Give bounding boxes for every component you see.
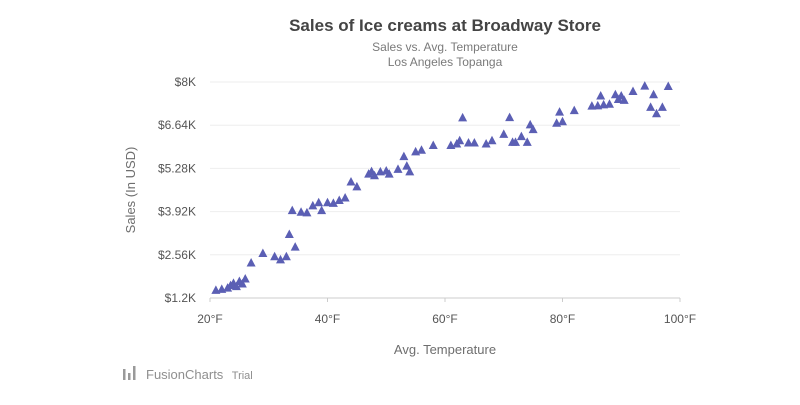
data-point[interactable] (558, 116, 567, 126)
data-point[interactable] (296, 207, 306, 216)
fusioncharts-logo-icon (123, 366, 136, 380)
data-point[interactable] (663, 81, 673, 90)
data-point[interactable] (287, 205, 297, 215)
x-axis-title: Avg. Temperature (394, 342, 496, 357)
y-tick-label: $8K (175, 75, 196, 89)
data-point[interactable] (276, 254, 285, 264)
data-point[interactable] (640, 81, 650, 90)
data-point[interactable] (628, 86, 638, 96)
fusioncharts-credit[interactable]: FusionCharts Trial (123, 366, 253, 383)
x-tick-label: 80°F (550, 312, 575, 326)
x-tick-label: 20°F (197, 312, 222, 326)
y-axis-ticks: $1.2K $2.56K $3.92K $5.28K $6.64K $8K (158, 75, 196, 305)
data-point[interactable] (281, 251, 291, 261)
y-axis-title: Sales (In USD) (123, 147, 138, 234)
data-point[interactable] (314, 197, 324, 207)
data-point[interactable] (505, 112, 515, 122)
data-point[interactable] (516, 131, 526, 141)
data-point[interactable] (340, 192, 350, 202)
data-point[interactable] (652, 108, 661, 118)
data-point[interactable] (352, 181, 362, 191)
data-point[interactable] (619, 95, 629, 104)
x-tick-label: 60°F (432, 312, 457, 326)
x-tick-label: 40°F (315, 312, 340, 326)
data-point[interactable] (317, 205, 327, 215)
y-tick-label: $1.2K (165, 291, 196, 305)
x-tick-label: 100°F (664, 312, 696, 326)
data-point[interactable] (270, 251, 280, 261)
data-point[interactable] (240, 273, 250, 283)
credit-suffix: Trial (232, 370, 253, 382)
data-point[interactable] (555, 107, 565, 116)
y-tick-label: $6.64K (158, 118, 196, 132)
data-point[interactable] (417, 145, 426, 154)
data-point[interactable] (346, 177, 356, 186)
data-point[interactable] (455, 135, 465, 145)
chart-subtitle-line-2: Los Angeles Topanga (388, 55, 503, 69)
credit-brand: FusionCharts (146, 367, 224, 382)
data-point[interactable] (649, 89, 659, 99)
data-point[interactable] (596, 90, 606, 100)
data-point[interactable] (370, 170, 379, 180)
data-point[interactable] (231, 281, 241, 291)
data-point[interactable] (605, 99, 614, 108)
data-point[interactable] (487, 135, 497, 145)
data-point[interactable] (402, 161, 412, 170)
data-point[interactable] (393, 164, 403, 173)
x-axis-ticks: 20°F 40°F 60°F 80°F 100°F (197, 298, 696, 326)
data-point[interactable] (323, 197, 332, 207)
data-point[interactable] (464, 137, 473, 147)
data-point[interactable] (458, 112, 468, 122)
data-point[interactable] (499, 129, 509, 138)
data-point[interactable] (405, 166, 415, 176)
data-point[interactable] (587, 101, 597, 110)
data-points (211, 81, 673, 294)
data-point[interactable] (237, 279, 247, 288)
data-point[interactable] (246, 258, 256, 267)
data-point[interactable] (302, 207, 312, 217)
data-point[interactable] (657, 102, 667, 111)
y-tick-label: $3.92K (158, 205, 196, 219)
credit-text: FusionCharts Trial (146, 366, 253, 383)
data-point[interactable] (384, 169, 394, 178)
data-point[interactable] (528, 124, 538, 134)
chart-title: Sales of Ice creams at Broadway Store (289, 16, 601, 35)
data-point[interactable] (334, 195, 344, 204)
data-point[interactable] (522, 137, 532, 146)
data-point[interactable] (284, 229, 294, 238)
y-tick-label: $2.56K (158, 248, 196, 262)
data-point[interactable] (428, 140, 438, 150)
data-point[interactable] (481, 138, 491, 148)
data-point[interactable] (328, 198, 338, 207)
data-point[interactable] (308, 200, 318, 210)
data-point[interactable] (399, 151, 409, 161)
chart-subtitle-line-1: Sales vs. Avg. Temperature (372, 40, 518, 54)
data-point[interactable] (646, 102, 656, 111)
data-point[interactable] (469, 137, 479, 147)
data-point[interactable] (290, 242, 300, 251)
data-point[interactable] (511, 137, 520, 146)
grid-lines (210, 81, 680, 299)
y-tick-label: $5.28K (158, 161, 196, 175)
data-point[interactable] (258, 248, 268, 258)
data-point[interactable] (569, 105, 579, 115)
